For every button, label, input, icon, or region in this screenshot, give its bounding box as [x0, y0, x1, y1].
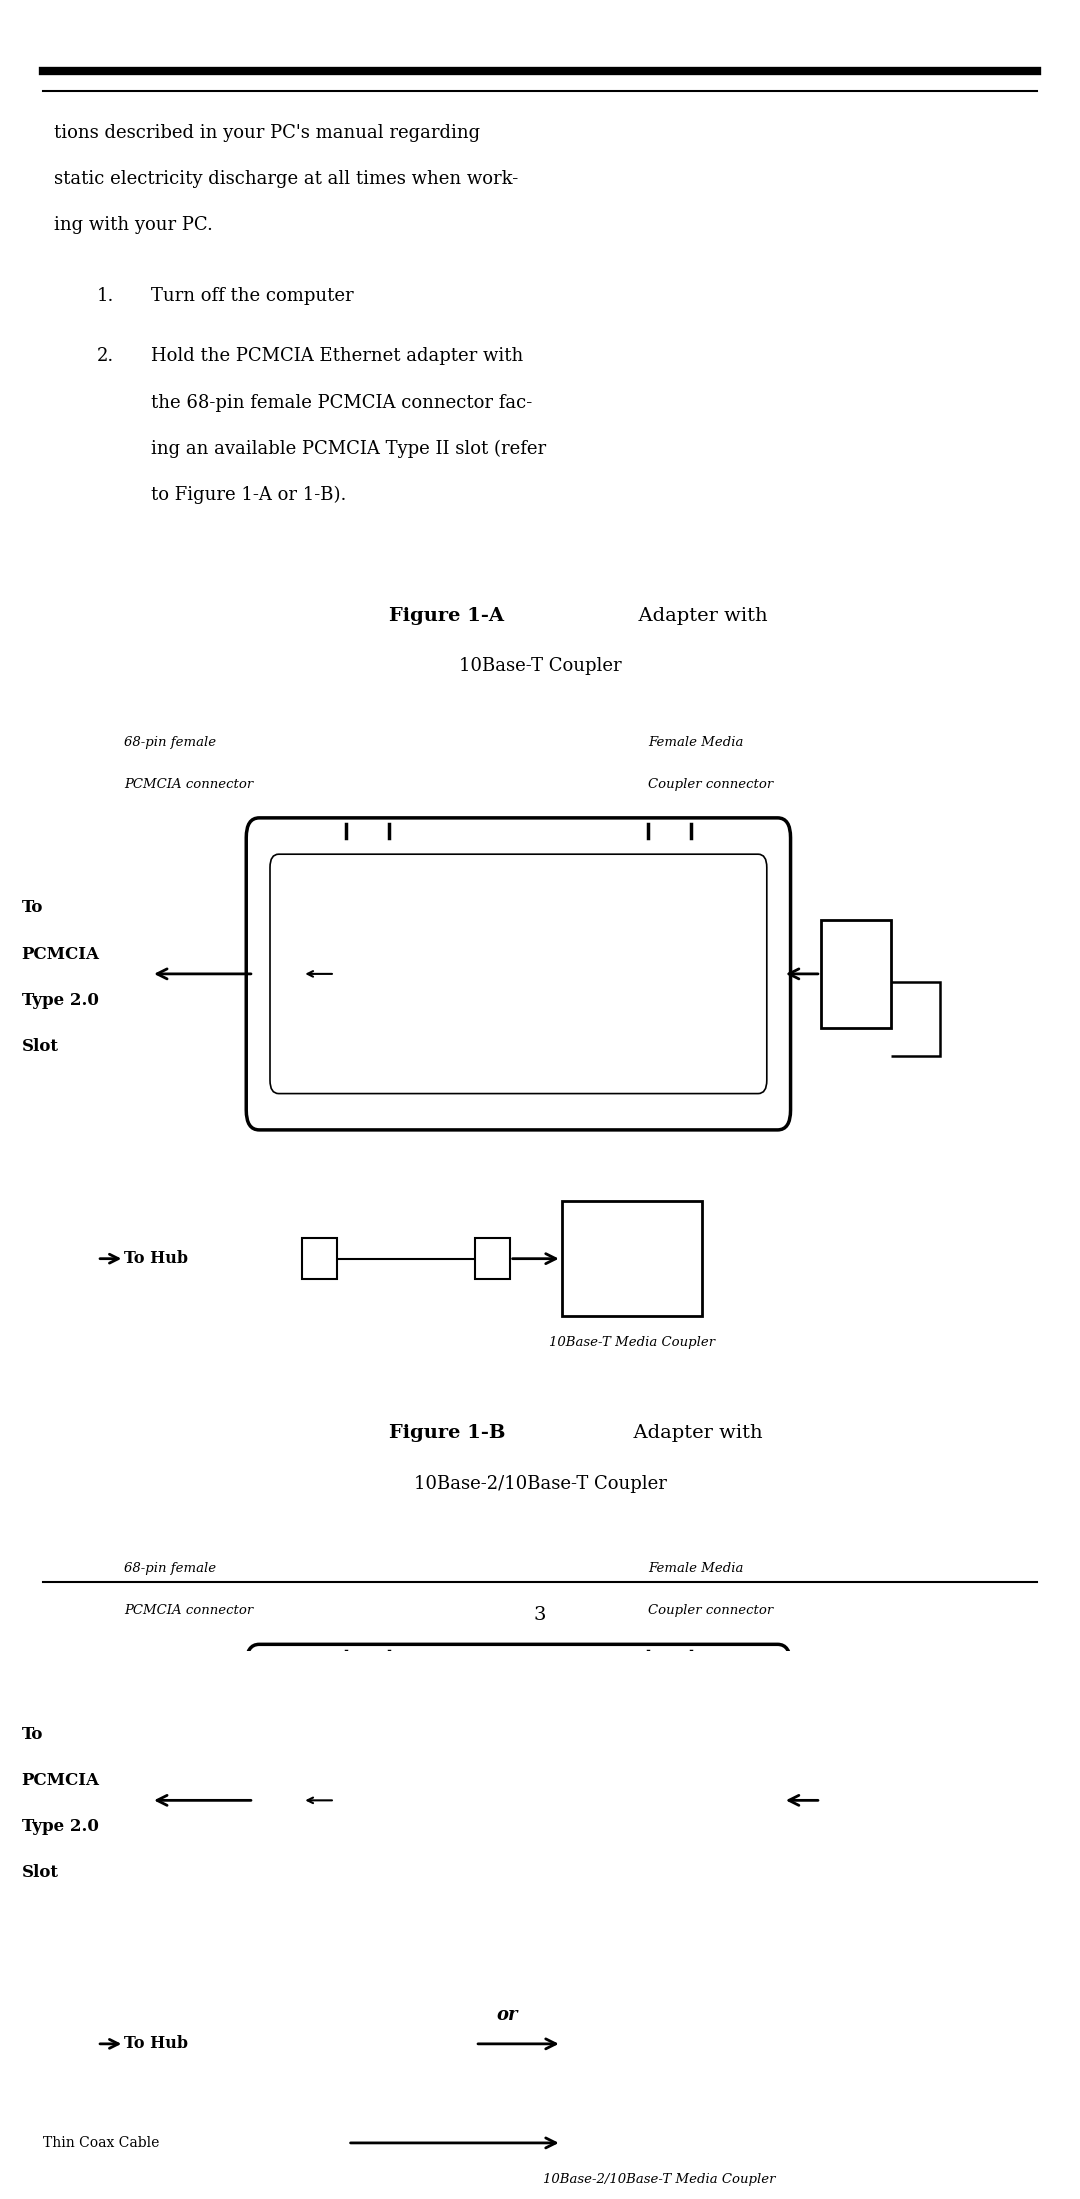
Text: 2.: 2.	[97, 347, 114, 365]
Bar	[302, 2023, 337, 2065]
Text: To Hub: To Hub	[124, 1251, 188, 1267]
Bar	[821, 919, 891, 1027]
Text: Slot: Slot	[22, 1038, 58, 1056]
Text: PCMCIA connector: PCMCIA connector	[124, 778, 254, 792]
Text: 3: 3	[534, 1605, 546, 1623]
Text: 10Base-T Coupler: 10Base-T Coupler	[459, 658, 621, 675]
Text: Figure 1-A: Figure 1-A	[389, 607, 503, 625]
Text: To: To	[22, 1726, 43, 1744]
Bar	[821, 1746, 891, 1854]
Bar	[302, 2122, 348, 2164]
FancyBboxPatch shape	[246, 1645, 791, 1957]
Text: Type 2.0: Type 2.0	[22, 1819, 98, 1836]
Text: 1.: 1.	[97, 288, 114, 306]
Bar	[562, 1962, 756, 2159]
Text: Thin Coax Cable: Thin Coax Cable	[43, 2135, 160, 2151]
Text: Hold the PCMCIA Ethernet adapter with: Hold the PCMCIA Ethernet adapter with	[151, 347, 524, 365]
Text: static electricity discharge at all times when work-: static electricity discharge at all time…	[54, 169, 518, 189]
Text: Slot: Slot	[22, 1865, 58, 1882]
Text: PCMCIA: PCMCIA	[22, 1772, 99, 1790]
Text: Type 2.0: Type 2.0	[22, 992, 98, 1009]
Text: 10Base-2/10Base-T Media Coupler: 10Base-2/10Base-T Media Coupler	[542, 2173, 775, 2186]
Bar	[562, 1201, 702, 1317]
Bar	[302, 1238, 337, 1280]
Text: Coupler connector: Coupler connector	[648, 778, 773, 792]
Text: 10Base-2/10Base-T Coupler: 10Base-2/10Base-T Coupler	[414, 1476, 666, 1493]
Text: Figure 1-B: Figure 1-B	[389, 1423, 505, 1443]
Text: 68-pin female: 68-pin female	[124, 737, 216, 750]
Text: Female Media: Female Media	[648, 737, 743, 750]
Text: Turn off the computer: Turn off the computer	[151, 288, 354, 306]
Text: 10Base-T Media Coupler: 10Base-T Media Coupler	[549, 1337, 715, 1350]
Text: PCMCIA connector: PCMCIA connector	[124, 1603, 254, 1616]
Bar	[475, 1238, 510, 1280]
FancyBboxPatch shape	[270, 1680, 767, 1920]
Text: 68-pin female: 68-pin female	[124, 1563, 216, 1574]
Text: the 68-pin female PCMCIA connector fac-: the 68-pin female PCMCIA connector fac-	[151, 394, 532, 411]
Text: ing an available PCMCIA Type II slot (refer: ing an available PCMCIA Type II slot (re…	[151, 440, 546, 457]
FancyBboxPatch shape	[270, 853, 767, 1093]
Text: PCMCIA: PCMCIA	[22, 946, 99, 963]
Text: To: To	[22, 899, 43, 917]
Text: ing with your PC.: ing with your PC.	[54, 216, 213, 235]
Text: Female Media: Female Media	[648, 1563, 743, 1574]
Text: Adapter with: Adapter with	[621, 1423, 762, 1443]
Text: Coupler connector: Coupler connector	[648, 1603, 773, 1616]
Text: or: or	[497, 2005, 518, 2023]
FancyBboxPatch shape	[246, 818, 791, 1130]
Text: Adapter with: Adapter with	[626, 607, 768, 625]
Text: To Hub: To Hub	[124, 2036, 188, 2052]
Text: to Figure 1-A or 1-B).: to Figure 1-A or 1-B).	[151, 486, 347, 504]
Text: tions described in your PC's manual regarding: tions described in your PC's manual rega…	[54, 123, 481, 141]
